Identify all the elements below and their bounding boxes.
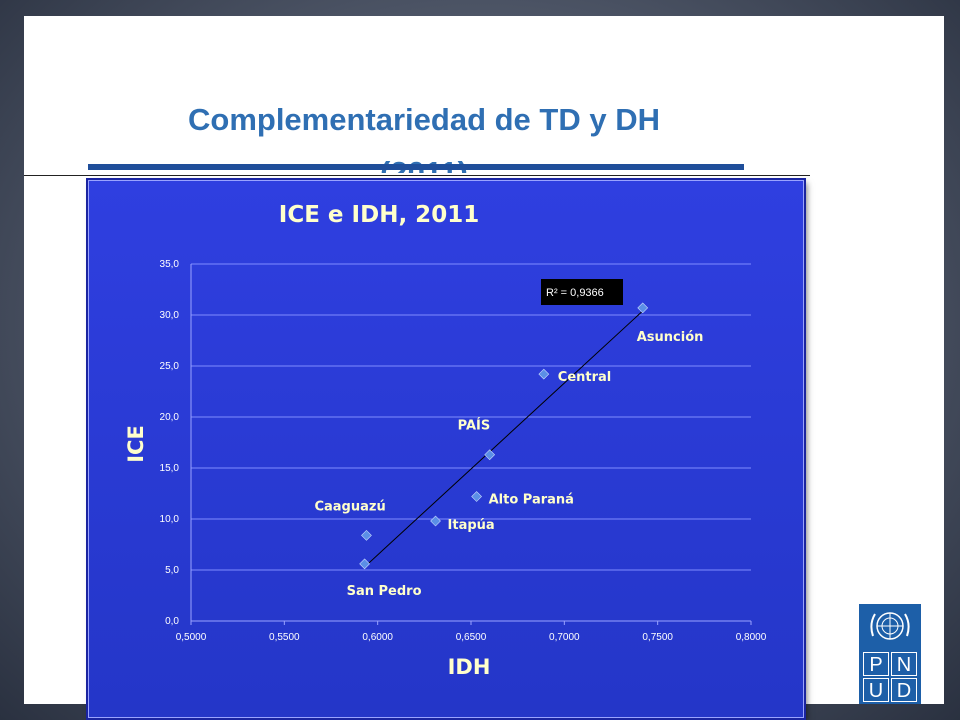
- x-axis-title: IDH: [448, 655, 491, 679]
- axes: [190, 264, 752, 625]
- tick-labels: 0,0 5,0 10,0 15,0 20,0 25,0 30,0 35,0 0,5000 0,55…: [160, 259, 767, 643]
- point-label: Caaguazú: [314, 499, 385, 514]
- point-label: Asunción: [637, 330, 704, 345]
- point-label: Alto Paraná: [489, 493, 574, 508]
- point-labels: San Pedro Caaguazú Itapúa Alto Paraná PAÍS Ce…: [314, 330, 703, 599]
- x-tick-label: 0,5000: [176, 632, 207, 643]
- point-label: PAÍS: [458, 418, 491, 434]
- trendline: [364, 310, 644, 568]
- chart-title: ICE e IDH, 2011: [279, 202, 479, 228]
- data-point: [430, 515, 441, 527]
- slide: Complementariedad de TD y DH (2011) ICE …: [24, 16, 944, 718]
- r-squared-box: R² = 0,9366: [541, 279, 623, 305]
- slide-title: Complementariedad de TD y DH: [188, 102, 660, 137]
- point-label: Itapúa: [448, 518, 495, 533]
- x-tick-label: 0,7500: [642, 632, 673, 643]
- x-tick-label: 0,6000: [362, 632, 393, 643]
- data-points: [359, 302, 649, 570]
- x-tick-label: 0,5500: [269, 632, 300, 643]
- logo-letter-u: U: [863, 678, 889, 702]
- y-tick-label: 20,0: [160, 412, 180, 423]
- title-underline: [88, 164, 744, 170]
- data-point: [359, 558, 370, 570]
- undp-logo: P N U D: [859, 604, 921, 704]
- y-tick-label: 30,0: [160, 310, 180, 321]
- data-point: [637, 302, 649, 314]
- data-point: [538, 368, 550, 380]
- trendline-layer: [364, 310, 644, 568]
- y-tick-label: 0,0: [165, 616, 179, 627]
- y-tick-label: 35,0: [160, 259, 180, 270]
- y-tick-label: 25,0: [160, 361, 180, 372]
- x-tick-label: 0,8000: [736, 632, 767, 643]
- point-label: Central: [558, 370, 611, 385]
- chart-panel: ICE e IDH, 2011 0,0 5,0 10,0 15,0 20,0 25,0 30…: [88, 180, 804, 718]
- divider-line: [24, 175, 810, 176]
- r-squared-background: [541, 279, 623, 305]
- y-tick-label: 15,0: [160, 463, 180, 474]
- point-label: San Pedro: [347, 584, 422, 599]
- y-tick-label: 5,0: [165, 565, 179, 576]
- r-squared-label: R² = 0,9366: [546, 287, 604, 299]
- scatter-chart: ICE e IDH, 2011 0,0 5,0 10,0 15,0 20,0 25,0 30…: [124, 202, 767, 679]
- data-point: [361, 529, 372, 541]
- un-emblem-icon: [870, 612, 910, 640]
- data-point: [484, 449, 496, 461]
- y-tick-label: 10,0: [160, 514, 180, 525]
- x-tick-label: 0,7000: [549, 632, 580, 643]
- y-axis-title: ICE: [124, 425, 148, 463]
- grid-lines: [191, 263, 751, 571]
- logo-letter-d: D: [891, 678, 917, 702]
- logo-letter-p: P: [863, 652, 889, 676]
- logo-letter-n: N: [891, 652, 917, 676]
- data-point: [471, 491, 482, 502]
- x-tick-label: 0,6500: [456, 632, 487, 643]
